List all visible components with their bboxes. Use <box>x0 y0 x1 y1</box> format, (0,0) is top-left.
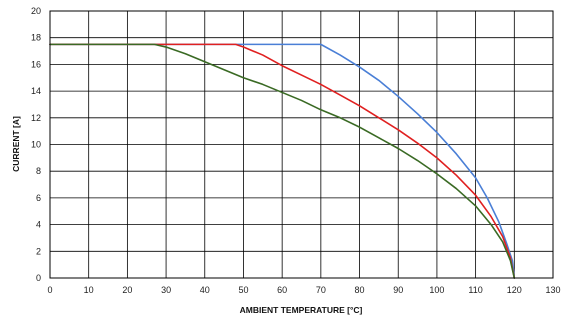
x-tick-label: 110 <box>468 285 482 295</box>
y-tick-label: 16 <box>31 59 41 69</box>
series-line-3 <box>49 43 516 279</box>
x-tick-label: 20 <box>122 285 132 295</box>
y-tick-label: 8 <box>36 166 41 176</box>
x-tick-label: 80 <box>355 285 365 295</box>
x-tick-labels: 0 10 20 30 40 50 60 70 80 90 100 110 120 130 <box>47 285 560 295</box>
x-tick-label: 100 <box>429 285 444 295</box>
x-tick-label: 120 <box>507 285 522 295</box>
y-tick-label: 12 <box>31 113 41 123</box>
x-tick-label: 50 <box>238 285 248 295</box>
grid <box>49 10 554 279</box>
y-axis-title: CURRENT [A] <box>11 116 21 172</box>
y-tick-label: 2 <box>36 246 41 256</box>
x-tick-label: 0 <box>47 285 52 295</box>
y-tick-label: 0 <box>36 273 41 283</box>
y-tick-label: 10 <box>31 140 41 150</box>
plot-frame <box>49 10 554 279</box>
x-axis-title: AMBIENT TEMPERATURE [°C] <box>240 305 363 315</box>
y-tick-label: 6 <box>36 193 41 203</box>
series-line-1 <box>49 43 516 279</box>
x-tick-label: 10 <box>84 285 94 295</box>
series-line-2 <box>49 43 516 279</box>
y-tick-label: 18 <box>31 33 41 43</box>
x-tick-label: 40 <box>200 285 210 295</box>
y-tick-labels: 0 2 4 6 8 10 12 14 16 18 20 <box>31 6 41 283</box>
x-tick-label: 30 <box>161 285 171 295</box>
y-tick-label: 20 <box>31 6 41 16</box>
x-tick-label: 70 <box>316 285 326 295</box>
y-tick-label: 14 <box>31 86 41 96</box>
x-tick-label: 90 <box>393 285 403 295</box>
y-tick-label: 4 <box>36 220 41 230</box>
x-tick-label: 60 <box>277 285 287 295</box>
x-tick-label: 130 <box>545 285 560 295</box>
series-lines <box>49 43 516 279</box>
